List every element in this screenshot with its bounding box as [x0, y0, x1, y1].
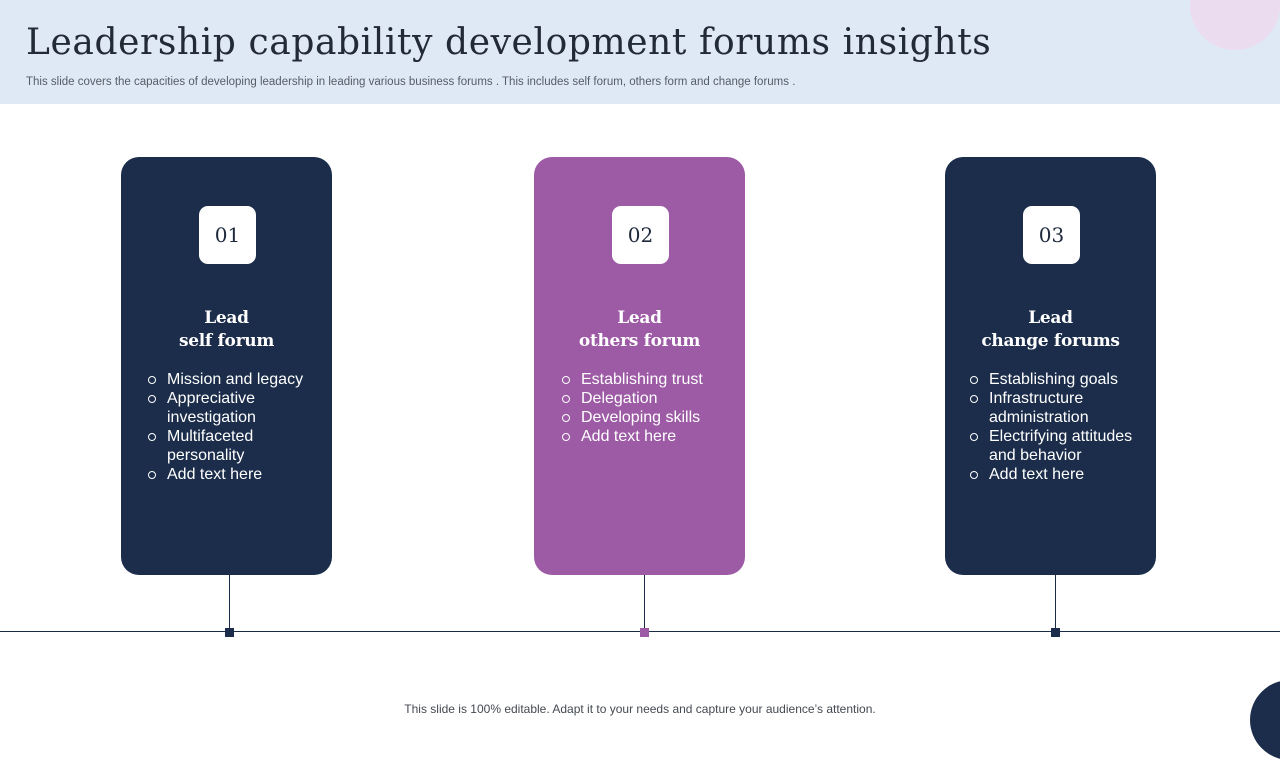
- forum-title-line: Lead: [617, 308, 662, 328]
- page-subtitle: This slide covers the capacities of deve…: [26, 76, 796, 88]
- list-item: Infrastructure administration: [970, 389, 1109, 427]
- forum-title-line: Lead: [204, 308, 249, 328]
- list-item: Add text here: [970, 465, 1140, 484]
- forum-title: Lead change forums: [945, 307, 1156, 353]
- connector-line: [229, 575, 230, 632]
- list-item: Multifaceted personality: [148, 427, 277, 465]
- list-item: Add text here: [148, 465, 318, 484]
- list-item: Establishing goals: [970, 370, 1140, 389]
- forum-title-line: Lead: [1028, 308, 1073, 328]
- list-item: Appreciative investigation: [148, 389, 318, 427]
- timeline-node: [225, 628, 234, 637]
- timeline-node: [1051, 628, 1060, 637]
- list-item: Delegation: [562, 389, 732, 408]
- forum-card-self: 01 Lead self forum Mission and legacy Ap…: [121, 157, 332, 575]
- forum-number-badge: 02: [612, 206, 669, 264]
- page-title: Leadership capability development forums…: [26, 22, 992, 63]
- list-item: Mission and legacy: [148, 370, 318, 389]
- forum-title: Lead self forum: [121, 307, 332, 353]
- decorative-circle: [1190, 0, 1280, 50]
- timeline-node: [640, 628, 649, 637]
- forum-card-others: 02 Lead others forum Establishing trust …: [534, 157, 745, 575]
- forum-title-line: others forum: [578, 331, 701, 351]
- forum-card-change: 03 Lead change forums Establishing goals…: [945, 157, 1156, 575]
- forum-bullet-list: Establishing trust Delegation Developing…: [562, 370, 732, 446]
- forum-bullet-list: Mission and legacy Appreciative investig…: [148, 370, 318, 484]
- footer-note: This slide is 100% editable. Adapt it to…: [404, 702, 876, 716]
- decorative-circle: [1250, 680, 1280, 760]
- connector-line: [1055, 575, 1056, 632]
- forum-number-badge: 03: [1023, 206, 1080, 264]
- forum-title-line: self forum: [178, 331, 275, 351]
- forum-title-line: change forums: [981, 331, 1120, 351]
- forum-title: Lead others forum: [534, 307, 745, 353]
- forum-bullet-list: Establishing goals Infrastructure admini…: [970, 370, 1140, 484]
- header-banner: Leadership capability development forums…: [0, 0, 1280, 104]
- connector-line: [644, 575, 645, 632]
- list-item: Electrifying attitudes and behavior: [970, 427, 1149, 465]
- list-item: Developing skills: [562, 408, 732, 427]
- list-item: Add text here: [562, 427, 732, 446]
- forum-number-badge: 01: [199, 206, 256, 264]
- list-item: Establishing trust: [562, 370, 732, 389]
